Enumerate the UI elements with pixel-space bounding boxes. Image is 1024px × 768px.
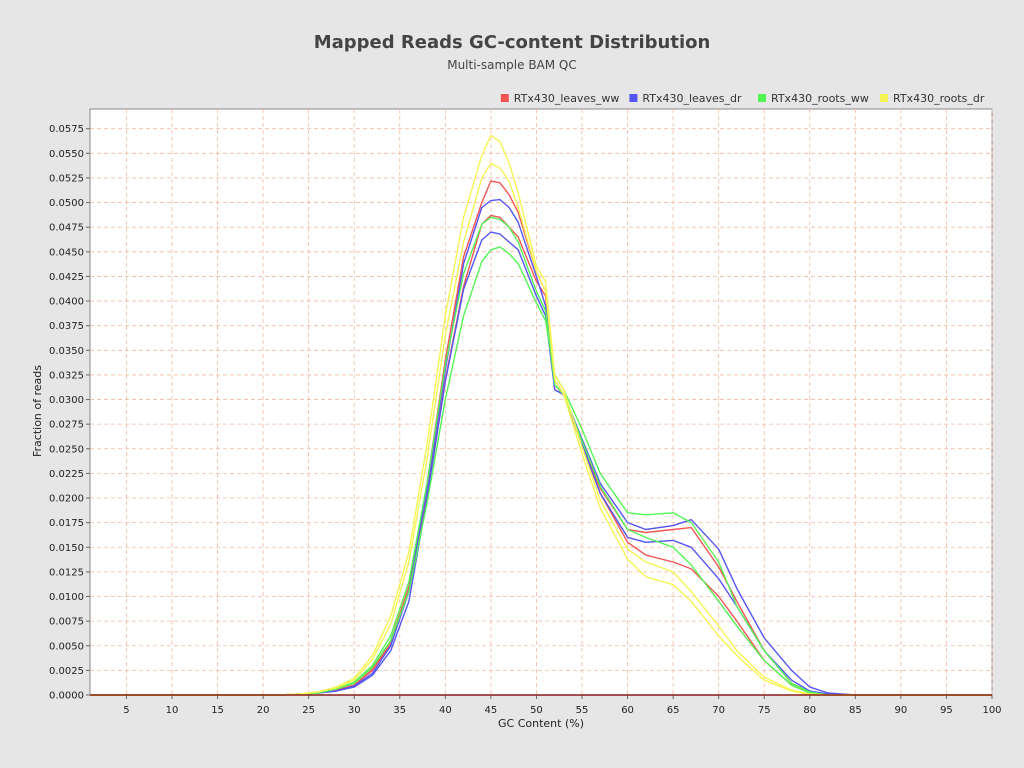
x-tick-label: 40	[439, 705, 452, 716]
y-tick-label: 0.0350	[49, 346, 84, 357]
series-line-7	[90, 162, 992, 696]
y-axis-label: Fraction of reads	[31, 365, 44, 457]
x-tick-label: 90	[895, 705, 908, 716]
x-tick-label: 65	[667, 705, 680, 716]
chart-subtitle: Multi-sample BAM QC	[447, 58, 577, 72]
x-tick-label: 35	[393, 705, 406, 716]
y-tick-label: 0.0525	[49, 173, 84, 184]
series-line-2	[90, 231, 992, 696]
x-tick-label: 55	[576, 705, 589, 716]
plot-area	[89, 108, 993, 696]
y-tick-label: 0.0050	[49, 641, 84, 652]
y-tick-label: 0.0500	[49, 198, 84, 209]
y-tick-label: 0.0300	[49, 395, 84, 406]
y-tick-label: 0.0550	[49, 149, 84, 160]
chart-title: Mapped Reads GC-content Distribution	[314, 32, 711, 53]
y-tick-label: 0.0225	[49, 469, 84, 480]
y-tick-label: 0.0425	[49, 272, 84, 283]
x-tick-label: 5	[123, 705, 129, 716]
y-tick-label: 0.0200	[49, 494, 84, 505]
tick-labels: 5 10 15 20 25 30 35 40 45 50 55 60 65 70 75 80 85 90 95 100…	[49, 124, 1002, 716]
y-tick-label: 0.0175	[49, 518, 84, 529]
legend-label: RTx430_roots_dr	[893, 92, 985, 105]
y-tick-label: 0.0150	[49, 543, 84, 554]
y-tick-label: 0.0575	[49, 124, 84, 135]
series-line-4	[90, 246, 992, 696]
axes	[86, 128, 993, 699]
legend-swatch	[880, 94, 888, 102]
legend-swatch	[758, 94, 766, 102]
y-tick-label: 0.0475	[49, 223, 84, 234]
y-tick-label: 0.0325	[49, 370, 84, 381]
y-tick-label: 0.0125	[49, 567, 84, 578]
y-tick-label: 0.0075	[49, 617, 84, 628]
x-tick-label: 45	[485, 705, 498, 716]
y-tick-label: 0.0400	[49, 297, 84, 308]
x-tick-label: 70	[712, 705, 725, 716]
x-tick-label: 100	[982, 705, 1001, 716]
x-tick-label: 75	[758, 705, 771, 716]
x-tick-label: 25	[302, 705, 315, 716]
grid	[90, 109, 993, 696]
x-tick-label: 80	[803, 705, 816, 716]
x-tick-label: 10	[166, 705, 179, 716]
y-tick-label: 0.0250	[49, 444, 84, 455]
legend-swatch	[629, 94, 638, 102]
y-tick-label: 0.0375	[49, 321, 84, 332]
x-tick-label: 15	[211, 705, 224, 716]
y-tick-label: 0.0025	[49, 666, 84, 677]
series-line-5	[90, 216, 992, 696]
x-tick-label: 50	[530, 705, 543, 716]
x-axis-label: GC Content (%)	[498, 717, 584, 730]
y-tick-label: 0.0100	[49, 592, 84, 603]
y-tick-label: 0.0000	[49, 691, 84, 702]
y-tick-label: 0.0275	[49, 420, 84, 431]
y-tick-label: 0.0450	[49, 247, 84, 258]
x-tick-label: 60	[621, 705, 634, 716]
x-tick-label: 20	[257, 705, 270, 716]
series-lines	[90, 134, 992, 696]
legend-label: RTx430_leaves_ww	[514, 92, 620, 105]
legend-label: RTx430_leaves_dr	[642, 92, 742, 105]
legend: RTx430_leaves_ww RTx430_leaves_dr RTx430_r…	[500, 92, 985, 105]
legend-swatch	[500, 94, 509, 102]
x-tick-label: 30	[348, 705, 361, 716]
x-tick-label: 85	[849, 705, 862, 716]
legend-label: RTx430_roots_ww	[771, 92, 869, 105]
x-tick-label: 95	[940, 705, 953, 716]
series-line-6	[90, 134, 992, 696]
